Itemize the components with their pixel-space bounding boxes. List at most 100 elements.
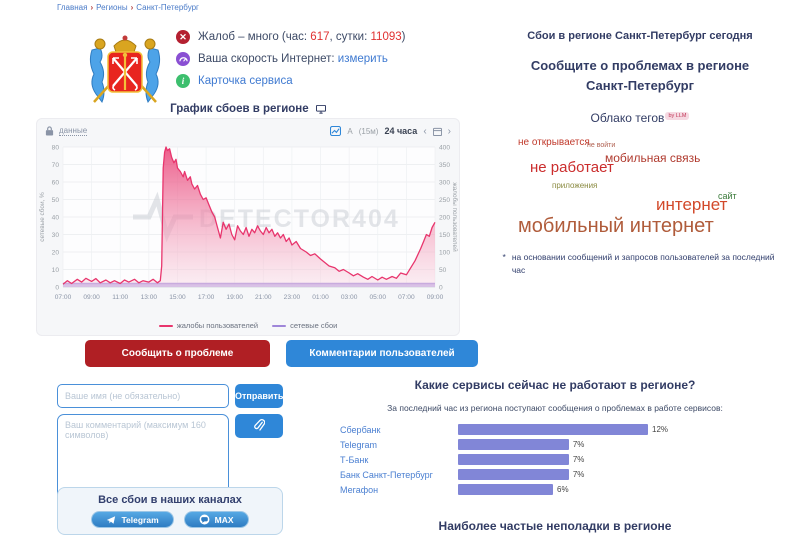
export-image-icon[interactable] [330,126,342,136]
tag-cloud-word[interactable]: приложения [552,181,598,190]
legend-label: сетевые сбои [290,321,338,330]
service-percent: 7% [572,470,585,479]
svg-text:60: 60 [52,179,60,186]
max-messenger-icon [199,514,210,525]
chart-prev-arrow[interactable]: ‹ [423,125,427,137]
tag-cloud-word[interactable]: мобильный интернет [518,215,714,237]
svg-text:70: 70 [52,162,60,169]
services-title: Какие сервисы сейчас не работают в регио… [414,378,696,392]
submit-button[interactable]: Отправить [235,384,283,408]
region-stats: ✕ Жалоб – много (час: 617, сутки: 11093)… [176,30,405,96]
svg-text:15:00: 15:00 [169,294,186,301]
name-input[interactable] [57,384,229,408]
font-size-toggle[interactable]: A [347,126,353,136]
llm-badge: by LLM [665,112,690,120]
svg-text:250: 250 [439,197,450,204]
speed-row: Ваша скорость Интернет: измерить [176,52,405,66]
breadcrumb-home[interactable]: Главная [57,3,88,12]
service-name-link[interactable]: Мегафон [340,484,379,495]
telegram-channel-button[interactable]: Telegram [91,511,174,528]
legend-swatch [158,324,173,327]
svg-text:21:00: 21:00 [255,294,272,301]
svg-text:100: 100 [439,249,450,256]
service-bar-row: Банк Санкт-Петербург 7% [340,467,770,482]
service-name-link[interactable]: Банк Санкт-Петербург [340,469,433,480]
breadcrumb-separator: › [130,3,134,12]
svg-text:сетевые сбои, %: сетевые сбои, % [38,192,46,242]
breadcrumb-separator: › [90,3,94,12]
service-percent: 7% [572,440,585,449]
svg-text:40: 40 [52,214,60,221]
interval-label: (15м) [358,126,379,136]
breadcrumb: Главная › Регионы › Санкт-Петербург [57,3,199,12]
service-bar-row: Сбербанк 12% [340,422,770,437]
svg-text:50: 50 [439,267,447,274]
services-section: Какие сервисы сейчас не работают в регио… [340,378,770,533]
service-name-link[interactable]: Telegram [340,439,378,450]
service-bar-row: Мегафон 6% [340,482,770,497]
tag-cloud-word[interactable]: не работает [530,159,614,176]
legend-item[interactable]: жалобы пользователей [158,321,259,330]
svg-text:350: 350 [439,162,450,169]
svg-text:80: 80 [52,144,60,151]
tag-cloud-word[interactable]: интернет [656,195,728,214]
tag-cloud-word[interactable]: сайт [718,191,737,201]
svg-text:17:00: 17:00 [198,294,215,301]
tag-cloud-word[interactable]: не войти [587,142,616,149]
breadcrumb-current[interactable]: Санкт-Петербург [136,3,199,12]
svg-text:10: 10 [52,267,60,274]
svg-text:09:00: 09:00 [427,294,444,301]
service-bar [458,424,648,435]
report-problem-button[interactable]: Сообщить о проблеме [85,340,270,367]
service-name-link[interactable]: Т-Банк [340,454,369,465]
service-card-link[interactable]: Карточка сервиса [198,75,293,87]
outage-chart-panel: данные A (15м) 24 часа ‹ › 0 0 10 50 20 100 30… [36,118,460,336]
outage-line-chart[interactable]: 0 0 10 50 20 100 30 150 40 200 50 250 60 300 70 350 80 40… [37,139,459,315]
svg-text:30: 30 [52,232,60,239]
report-problems-title: Сообщите о проблемах в регионе Санкт-Пет… [530,58,750,93]
speedtest-link[interactable]: измерить [337,53,388,65]
info-icon: i [176,74,190,88]
svg-text:DETECTOR404: DETECTOR404 [199,205,400,233]
frequent-issues-title: Наиболее частые неполадки в регионе [438,519,672,533]
footnote: * на основании сообщений и запросов польз… [502,252,775,275]
svg-text:20: 20 [52,249,60,256]
complaints-text: Жалоб – много (час: 617, сутки: 11093) [198,31,406,43]
tag-cloud-word[interactable]: мобильная связь [605,151,701,165]
max-channel-button[interactable]: MAX [183,511,249,528]
svg-text:50: 50 [52,197,60,204]
svg-text:23:00: 23:00 [284,294,301,301]
service-bar [458,469,569,480]
legend-label: жалобы пользователей [176,321,259,330]
user-comments-button[interactable]: Комментарии пользователей [286,340,478,367]
chart-data-link[interactable]: данные [59,126,88,136]
region-outages-title: Сбои в регионе Санкт-Петербург сегодня [527,30,753,42]
spb-coat-of-arms [89,35,161,104]
channels-panel: Все сбои в наших каналах Telegram MAX [57,487,283,535]
service-name-link[interactable]: Сбербанк [340,424,381,435]
telegram-icon [107,515,116,524]
tag-cloud: не открывается не войти мобильная связь не … [490,129,790,243]
chart-next-arrow[interactable]: › [447,125,451,137]
breadcrumb-regions[interactable]: Регионы [96,3,128,12]
service-bar-row: Т-Банк 7% [340,452,770,467]
svg-text:07:00: 07:00 [398,294,415,301]
paperclip-icon [254,418,266,431]
svg-text:05:00: 05:00 [370,294,387,301]
calendar-icon[interactable] [432,127,442,136]
svg-text:09:00: 09:00 [83,294,100,301]
tag-cloud-word[interactable]: не открывается [518,137,590,148]
legend-item[interactable]: сетевые сбои [272,321,337,330]
complaints-hour-count: 617 [310,31,330,43]
attach-file-button[interactable] [235,414,283,438]
lock-icon [45,126,54,136]
svg-text:13:00: 13:00 [141,294,158,301]
chart-legend: жалобы пользователей сетевые сбои [37,321,459,330]
svg-text:400: 400 [439,144,450,151]
service-bar [458,484,553,495]
tag-cloud-title: Облако тегов by LLM [480,111,800,125]
service-bar-row: Telegram 7% [340,437,770,452]
svg-text:0: 0 [55,284,59,291]
range-selector[interactable]: 24 часа [384,126,418,136]
